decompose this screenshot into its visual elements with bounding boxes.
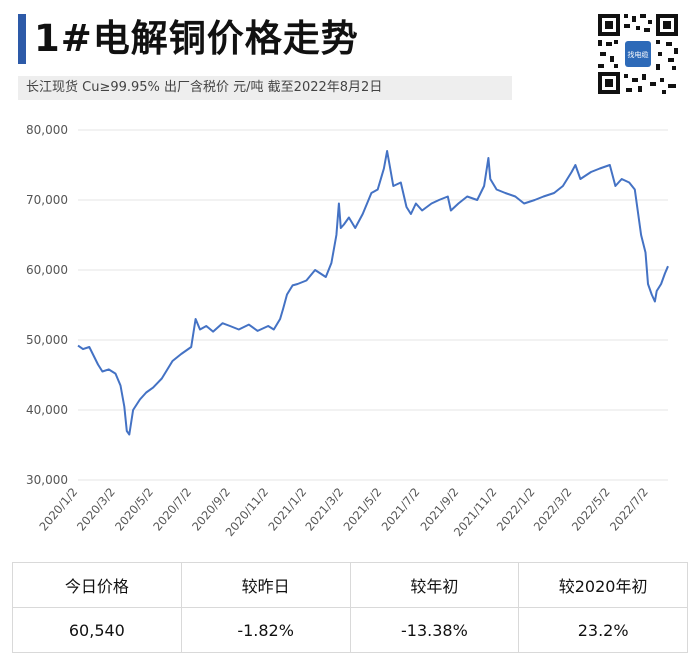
x-tick-label: 2022/5/2 <box>569 485 613 534</box>
summary-header-today: 今日价格 <box>12 562 182 608</box>
summary-header-vs-year-start: 较年初 <box>349 562 520 608</box>
y-tick-label: 40,000 <box>26 403 68 417</box>
x-tick-label: 2021/3/2 <box>302 485 346 534</box>
title-accent-bar <box>18 14 26 64</box>
y-tick-label: 60,000 <box>26 263 68 277</box>
subtitle: 长江现货 Cu≥99.95% 出厂含税价 元/吨 截至2022年8月2日 <box>26 80 383 95</box>
y-tick-label: 50,000 <box>26 333 68 347</box>
summary-value-row: 60,540 -1.82% -13.38% 23.2% <box>12 607 688 653</box>
y-tick-label: 70,000 <box>26 193 68 207</box>
price-line-chart: 30,000 40,000 50,000 60,000 70,000 80,000 2020… <box>26 123 669 539</box>
x-tick-label: 2020/7/2 <box>150 485 194 534</box>
y-tick-label: 80,000 <box>26 123 68 137</box>
x-tick-label: 2021/5/2 <box>340 485 384 534</box>
x-tick-label: 2020/5/2 <box>112 485 156 534</box>
summary-header-row: 今日价格 较昨日 较年初 较2020年初 <box>12 562 688 608</box>
x-tick-label: 2021/7/2 <box>379 485 423 534</box>
x-tick-label: 2022/1/2 <box>494 485 538 534</box>
price-series-line <box>77 150 669 436</box>
qr-logo-text: 找电缆 <box>628 50 649 59</box>
x-tick-label: 2021/1/2 <box>265 485 309 534</box>
x-tick-label: 2022/3/2 <box>531 485 575 534</box>
page-title: 1#电解铜价格走势 <box>34 17 359 60</box>
summary-value-today: 60,540 <box>12 607 182 653</box>
summary-value-vs-2020-start: 23.2% <box>518 607 688 653</box>
x-tick-label: 2020/1/2 <box>36 485 80 534</box>
summary-header-vs-2020-start: 较2020年初 <box>518 562 688 608</box>
price-summary-table: 今日价格 较昨日 较年初 较2020年初 60,540 -1.82% -13.3… <box>12 562 688 653</box>
qr-code-icon: 找电缆 <box>596 12 680 96</box>
x-tick-label: 2022/7/2 <box>607 485 651 534</box>
summary-value-vs-yesterday: -1.82% <box>180 607 351 653</box>
y-tick-label: 30,000 <box>26 473 68 487</box>
x-tick-label: 2020/3/2 <box>74 485 118 534</box>
subtitle-background <box>18 76 512 100</box>
summary-value-vs-year-start: -13.38% <box>349 607 520 653</box>
summary-header-vs-yesterday: 较昨日 <box>180 562 351 608</box>
